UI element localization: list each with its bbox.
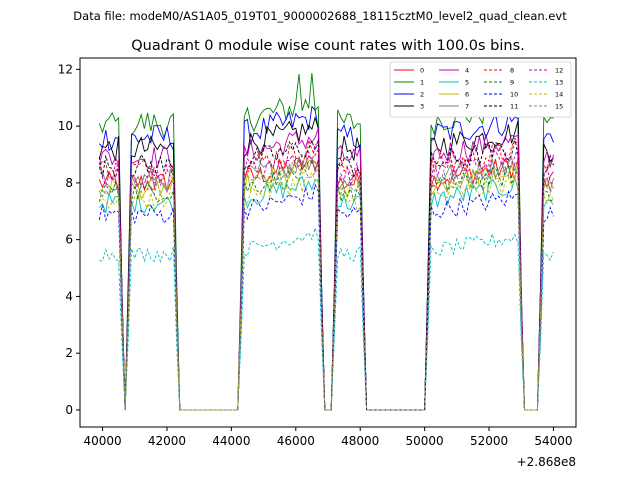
chart-suptitle: Data file: modeM0/AS1A05_019T01_90000026… <box>73 9 567 23</box>
x-tick-label: 50000 <box>406 434 444 448</box>
legend-label-11: 11 <box>510 103 518 111</box>
y-tick-label: 6 <box>65 233 73 247</box>
x-offset-label: +2.868e8 <box>517 455 576 469</box>
legend-label-3: 3 <box>420 103 424 111</box>
x-tick-label: 44000 <box>212 434 250 448</box>
x-tick-label: 40000 <box>83 434 121 448</box>
legend-label-2: 2 <box>420 91 424 99</box>
axes: 40000 42000 44000 46000 48000 50000 52000 54000… <box>58 57 577 448</box>
x-tick-label: 48000 <box>341 434 379 448</box>
legend-label-1: 1 <box>420 79 424 87</box>
series-lines <box>98 72 554 411</box>
x-tick-label: 42000 <box>148 434 186 448</box>
legend-label-0: 0 <box>420 67 424 75</box>
legend-label-8: 8 <box>510 67 514 75</box>
legend-label-15: 15 <box>555 103 563 111</box>
y-tick-label: 12 <box>58 62 73 76</box>
y-tick-label: 8 <box>65 176 73 190</box>
legend-label-14: 14 <box>555 91 563 99</box>
legend-label-12: 12 <box>555 67 563 75</box>
legend-label-6: 6 <box>465 91 469 99</box>
y-tick-label: 10 <box>58 119 73 133</box>
x-tick-label: 52000 <box>470 434 508 448</box>
series-line-14 <box>98 171 554 411</box>
legend-box <box>389 61 572 118</box>
legend-label-9: 9 <box>510 79 514 87</box>
legend-label-4: 4 <box>465 67 469 75</box>
legend-label-10: 10 <box>510 91 518 99</box>
x-tick-label: 46000 <box>277 434 315 448</box>
series-line-13 <box>99 226 554 411</box>
x-tick-label: 54000 <box>534 434 572 448</box>
y-tick-label: 4 <box>65 289 73 303</box>
y-tick-label: 0 <box>65 403 73 417</box>
legend-label-13: 13 <box>555 79 563 87</box>
axes-frame <box>79 57 577 428</box>
series-line-15 <box>98 160 554 411</box>
chart-title: Quadrant 0 module wise count rates with … <box>131 38 525 54</box>
legend-label-7: 7 <box>465 103 469 111</box>
y-tick-label: 2 <box>65 346 73 360</box>
legend-label-5: 5 <box>465 79 469 87</box>
